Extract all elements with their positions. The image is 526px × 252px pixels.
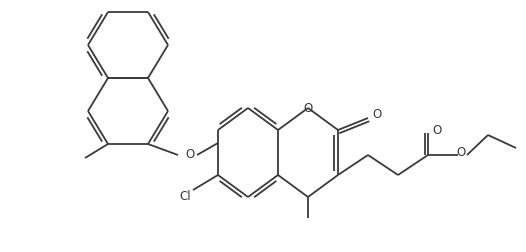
Text: O: O xyxy=(432,124,442,138)
Text: Cl: Cl xyxy=(179,190,191,203)
Text: O: O xyxy=(304,102,312,114)
Text: O: O xyxy=(457,146,466,160)
Text: O: O xyxy=(372,109,382,121)
Text: O: O xyxy=(185,148,195,162)
